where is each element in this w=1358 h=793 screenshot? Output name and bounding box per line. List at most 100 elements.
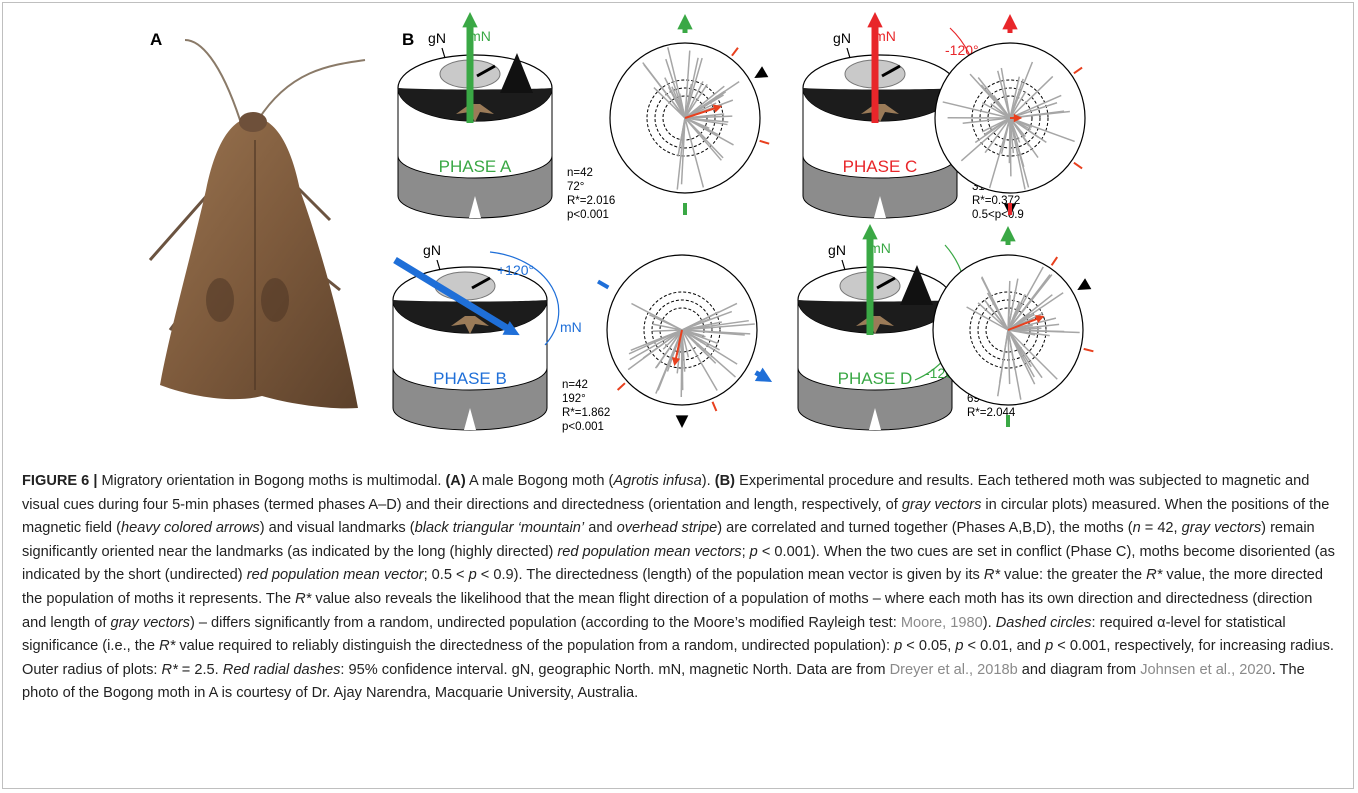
phase-group: PHASE A gN mN n=42 72° R*=2.016 p<0.001 — [397, 12, 770, 221]
individual-vector — [681, 329, 715, 351]
caption-text: and — [584, 520, 617, 537]
stat-text: R*=2.016 — [567, 195, 615, 207]
caption-text: = 42, — [1140, 520, 1182, 537]
citation-link[interactable]: Moore, 1980 — [900, 614, 983, 631]
phase-label: PHASE B — [433, 369, 507, 388]
individual-vector — [1007, 274, 1051, 331]
confidence-dash — [1083, 347, 1094, 353]
confidence-dash — [711, 401, 718, 412]
caption-text: gray vectors — [901, 496, 982, 513]
confidence-dash — [1073, 161, 1083, 170]
caption-text: < 0.9). The directedness (length) of the… — [476, 567, 984, 584]
mn-label: mN — [469, 28, 491, 44]
caption-text: < 0.01, and — [963, 638, 1046, 655]
arrow-head — [462, 12, 478, 28]
caption-text: red population mean vectors — [557, 543, 742, 560]
individual-vector — [983, 299, 1009, 331]
caption-text: value also reveals the likelihood that t… — [22, 590, 1313, 631]
individual-vector — [993, 95, 1011, 119]
phase-label: PHASE D — [838, 369, 913, 388]
arrow-head — [1002, 14, 1018, 30]
individual-vector — [667, 47, 686, 119]
caption-text: ; — [741, 543, 750, 560]
individual-vector — [677, 117, 686, 157]
individual-vector — [960, 117, 1011, 162]
significance-circle — [971, 79, 1049, 157]
notch — [469, 196, 481, 218]
stat-text: R*=2.044 — [967, 407, 1016, 419]
individual-vector — [1009, 117, 1015, 154]
caption-text: Experimental procedure and results. Each… — [22, 473, 1310, 513]
individual-vector — [652, 329, 683, 333]
arrow-head — [677, 14, 693, 30]
field-shaft — [754, 370, 766, 380]
individual-vector — [1009, 117, 1075, 143]
individual-vector — [1009, 102, 1058, 119]
mn-label: mN — [869, 240, 891, 256]
mn-label: mN — [874, 28, 896, 44]
individual-vector — [1009, 61, 1034, 119]
caption-text: R* — [159, 638, 176, 655]
individual-vector — [1007, 329, 1036, 336]
stat-text: 72° — [567, 181, 584, 193]
individual-vector — [962, 117, 1011, 124]
mean-vector — [684, 106, 717, 119]
notch — [874, 196, 886, 218]
individual-vector — [681, 329, 751, 335]
mn-label: mN — [560, 319, 582, 335]
panel-label: A — [150, 30, 162, 49]
individual-vector — [653, 87, 686, 119]
phase-group: PHASE B gN mN +120° n=42 192° R*=1.862 p<0.001 — [392, 242, 773, 433]
arrow-head — [671, 357, 681, 367]
mountain — [500, 53, 533, 93]
caption-text: p — [468, 567, 477, 584]
individual-vector — [665, 58, 686, 119]
individual-vector — [684, 50, 691, 119]
individual-vector — [684, 94, 724, 119]
caption-text: A male Bogong moth ( — [465, 473, 614, 489]
caption-text: value, the more directed the population … — [22, 567, 1323, 607]
caption-text: value required to reliably distinguish t… — [175, 638, 895, 655]
gn-label: gN — [828, 242, 846, 258]
individual-vector — [1007, 329, 1035, 378]
confidence-dash — [759, 139, 770, 145]
individual-vector — [652, 323, 683, 331]
moth — [861, 104, 899, 122]
caption-text: < 0.001). When the two cues are set in c… — [22, 543, 1335, 584]
significance-circle — [654, 87, 716, 149]
field-arrow — [393, 257, 512, 333]
individual-vector — [681, 329, 718, 344]
individual-vector — [681, 310, 733, 331]
arrow-head — [1000, 226, 1016, 242]
individual-vector — [684, 117, 724, 159]
citation-link[interactable]: Johnsen et al., 2020 — [1140, 661, 1272, 678]
arrow-head — [1013, 113, 1023, 123]
caption-text: value: the greater the — [1000, 567, 1147, 584]
individual-vector — [942, 101, 1011, 119]
significance-circle — [969, 291, 1047, 369]
gn-tick — [436, 259, 441, 271]
moth-photo — [148, 39, 366, 409]
caption-text: ) are correlated and turned together (Ph… — [717, 520, 1133, 537]
arrow-head — [1035, 315, 1045, 323]
individual-vector — [1007, 280, 1011, 331]
caption-text: ; 0.5 < — [423, 567, 469, 584]
overhead-stripe — [881, 64, 901, 78]
individual-vector — [681, 329, 714, 358]
overhead-stripe — [471, 276, 491, 290]
caption-text: . The photo of the Bogong moth in A is c… — [22, 661, 1305, 702]
arrow-head — [867, 12, 883, 28]
individual-vector — [990, 103, 1011, 119]
phase-label: PHASE A — [439, 157, 512, 176]
stat-text: 192° — [562, 393, 586, 405]
caption-text: FIGURE 6 | — [22, 473, 102, 489]
individual-vector — [1007, 329, 1043, 379]
arrow-head — [712, 104, 723, 113]
arrow-head — [862, 224, 878, 240]
mean-vector — [674, 329, 683, 361]
citation-link[interactable]: Dreyer et al., 2018b — [889, 661, 1018, 678]
caption-text: < 0.001, respectively, for increasing ra… — [22, 638, 1334, 678]
caption-text: R* — [295, 590, 312, 607]
caption-text: ) remain significantly oriented near the… — [22, 520, 1315, 560]
